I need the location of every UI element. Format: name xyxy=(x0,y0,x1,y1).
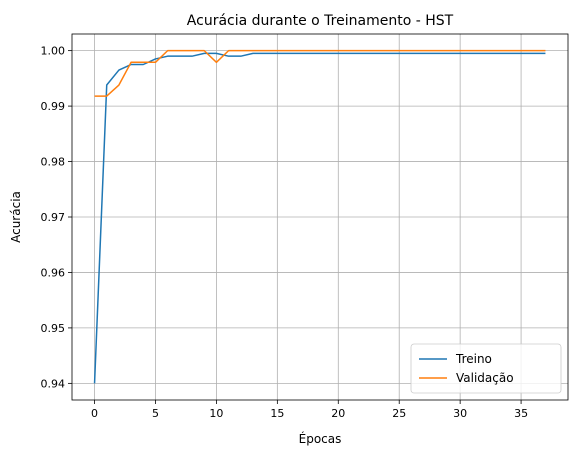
x-axis: 0 5 10 15 20 25 30 35 xyxy=(91,400,528,420)
y-tick-label: 1.00 xyxy=(41,45,66,58)
y-tick-label: 0.98 xyxy=(41,156,66,169)
series-line-validacao xyxy=(94,49,546,97)
y-tick-label: 0.95 xyxy=(41,322,66,335)
x-axis-label: Épocas xyxy=(299,431,342,446)
chart-title: Acurácia durante o Treinamento - HST xyxy=(187,13,454,29)
x-tick-label: 25 xyxy=(392,407,406,420)
x-tick-label: 35 xyxy=(514,407,528,420)
x-tick-label: 5 xyxy=(152,407,159,420)
y-axis: 0.94 0.95 0.96 0.97 0.98 0.99 1.00 xyxy=(41,45,72,390)
series-layer xyxy=(93,49,546,384)
y-tick-label: 0.99 xyxy=(41,100,66,113)
y-tick-label: 0.97 xyxy=(41,211,66,224)
y-tick-label: 0.96 xyxy=(41,266,66,279)
y-axis-label: Acurácia xyxy=(9,191,23,243)
x-tick-label: 30 xyxy=(453,407,467,420)
x-tick-label: 10 xyxy=(209,407,223,420)
grid xyxy=(72,34,568,400)
legend-box xyxy=(410,343,562,394)
legend-label: Treino xyxy=(455,352,492,366)
x-tick-label: 0 xyxy=(91,407,98,420)
x-tick-label: 20 xyxy=(331,407,345,420)
series-line-treino xyxy=(93,52,546,384)
x-tick-label: 15 xyxy=(270,407,284,420)
y-tick-label: 0.94 xyxy=(41,377,66,390)
legend: Treino Validação xyxy=(410,343,562,394)
legend-label: Validação xyxy=(456,371,514,385)
